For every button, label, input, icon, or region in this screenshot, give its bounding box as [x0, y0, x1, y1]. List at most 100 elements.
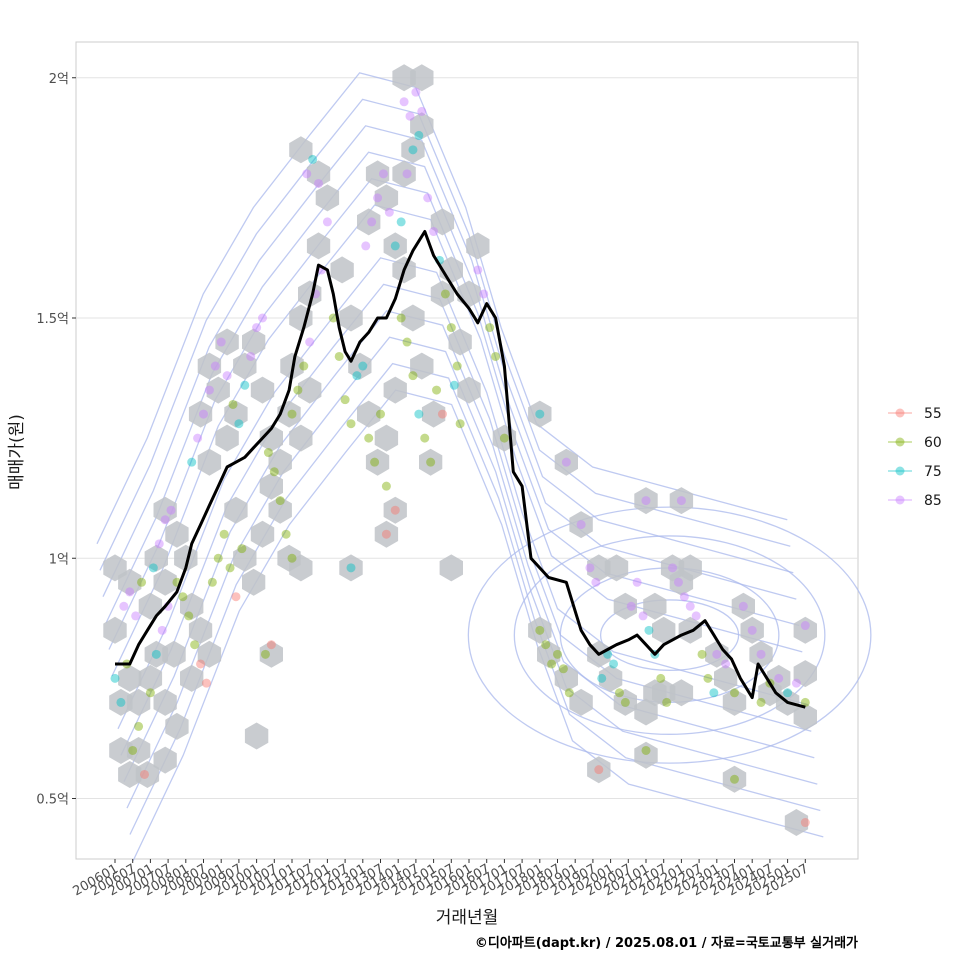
scatter-point-85: [774, 673, 784, 683]
scatter-point-60: [275, 496, 285, 506]
hexbin-cell: [430, 280, 455, 308]
hexbin-cell: [401, 304, 425, 332]
scatter-point-60: [697, 649, 707, 659]
hexbin-cell: [126, 737, 151, 764]
hexbin-cell: [793, 616, 817, 644]
scatter-point-85: [673, 577, 683, 587]
scatter-point-60: [446, 323, 456, 333]
density-contour: [599, 599, 740, 671]
scatter-point-75: [240, 380, 250, 390]
hexbin-cell: [383, 376, 407, 404]
scatter-point-85: [473, 265, 483, 275]
scatter-point-60: [564, 688, 574, 698]
scatter-point-60: [420, 433, 430, 443]
scatter-point-60: [340, 395, 350, 405]
scatter-point-85: [721, 659, 731, 669]
scatter-point-60: [800, 697, 810, 707]
hexbin-cell: [554, 448, 578, 476]
scatter-point-85: [791, 678, 801, 688]
scatter-point-85: [210, 361, 220, 371]
hexbin-cell: [374, 520, 399, 548]
y-tick-label: 2억: [49, 72, 69, 87]
plot-panel: [75, 41, 859, 860]
hexbin-cell: [118, 664, 142, 692]
scatter-point-85: [402, 169, 412, 179]
scatter-point-55: [594, 765, 604, 775]
scatter-point-60: [364, 433, 374, 443]
scatter-point-85: [258, 313, 267, 323]
density-contour: [99, 98, 791, 571]
hexbin-cell: [103, 554, 127, 582]
trend-line: [115, 230, 806, 709]
scatter-point-85: [384, 207, 394, 217]
hexbin-cell: [731, 592, 755, 620]
hexbin-cell: [298, 280, 322, 308]
hexbin-cell: [749, 640, 773, 668]
hexbin-cell: [439, 554, 463, 582]
hexbin-cell: [613, 592, 637, 620]
hexbin-cell: [250, 520, 275, 548]
scatter-point-55: [390, 505, 400, 515]
scatter-point-85: [302, 169, 312, 179]
scatter-point-85: [154, 539, 164, 549]
hexbin-cell: [289, 424, 313, 452]
scatter-point-60: [334, 351, 344, 361]
hexbin-cell: [138, 664, 163, 692]
scatter-point-60: [346, 419, 356, 429]
hexbin-cell: [153, 568, 177, 596]
legend-key-point: [895, 466, 905, 476]
legend-item-85: 85: [888, 493, 942, 509]
scatter-point-75: [709, 688, 719, 698]
hexbin-cell: [259, 472, 283, 500]
scatter-point-60: [190, 640, 200, 650]
scatter-point-55: [201, 678, 211, 688]
hexbin-cell: [652, 616, 676, 644]
hexbin-cell: [365, 448, 390, 476]
density-contour: [126, 336, 818, 809]
scatter-point-85: [193, 433, 203, 443]
hexbin-cell: [215, 424, 239, 452]
scatter-point-85: [712, 649, 722, 659]
hexbin-cell: [604, 554, 629, 582]
hexbin-cell: [138, 592, 163, 620]
scatter-point-85: [411, 87, 421, 97]
scatter-point-60: [440, 289, 450, 299]
scatter-point-60: [558, 664, 568, 674]
scatter-point-85: [199, 409, 208, 419]
scatter-point-60: [656, 673, 666, 683]
scatter-point-75: [597, 673, 607, 683]
hexbin-cell: [162, 640, 186, 668]
scatter-point-60: [662, 697, 672, 707]
hexbin-cell: [587, 756, 611, 784]
scatter-point-60: [207, 577, 217, 587]
legend-label: 85: [924, 493, 942, 509]
scatter-point-60: [281, 529, 291, 539]
hexbin-cell: [401, 136, 425, 164]
scatter-point-75: [609, 659, 619, 669]
hexbin-cell: [289, 136, 313, 164]
scatter-point-85: [638, 611, 648, 621]
scatter-point-60: [452, 361, 462, 371]
scatter-point-85: [322, 217, 332, 227]
hexbin-cell: [466, 232, 490, 260]
scatter-point-55: [231, 592, 241, 602]
hexbin-cell: [153, 688, 177, 716]
hexbin-cell: [135, 761, 160, 788]
scatter-point-60: [128, 745, 138, 755]
scatter-point-85: [641, 496, 651, 506]
hexbin-cell: [188, 616, 213, 644]
scatter-point-85: [691, 611, 701, 621]
scatter-point-75: [396, 217, 406, 227]
scatter-point-60: [381, 481, 391, 491]
hexbin-cell: [365, 160, 390, 188]
hexbin-cell: [722, 765, 747, 793]
scatter-point-85: [378, 169, 388, 179]
hexbin-cell: [598, 664, 623, 692]
scatter-point-75: [449, 380, 459, 390]
hexbin-cell: [188, 400, 213, 428]
hexbin-cell: [197, 352, 222, 380]
scatter-point-75: [535, 409, 545, 419]
scatter-point-60: [237, 544, 247, 554]
scatter-point-75: [308, 154, 318, 164]
